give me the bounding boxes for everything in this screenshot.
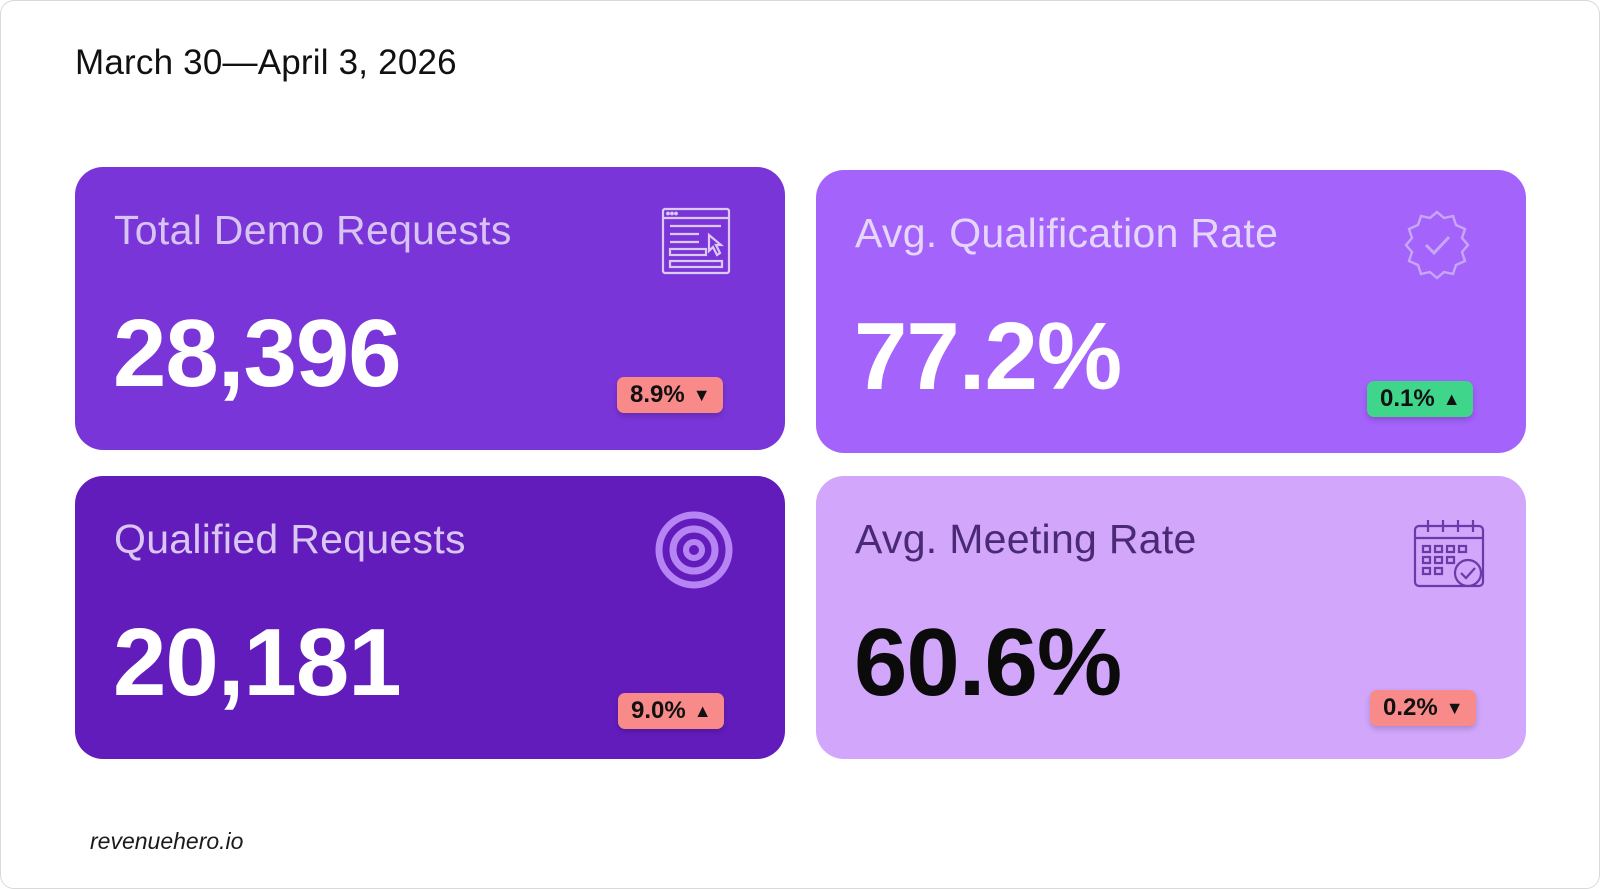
metric-card-avg-qualification-rate: Avg. Qualification Rate 77.2% 0.1% ▲ bbox=[816, 170, 1526, 453]
metric-label: Avg. Meeting Rate bbox=[855, 516, 1197, 562]
verified-badge-icon bbox=[1400, 208, 1474, 282]
change-badge: 8.9% ▼ bbox=[617, 377, 723, 413]
arrow-down-icon: ▼ bbox=[692, 385, 711, 405]
change-badge: 0.1% ▲ bbox=[1367, 381, 1473, 417]
metric-label: Total Demo Requests bbox=[114, 207, 512, 253]
metric-card-total-demo-requests: Total Demo Requests 28,396 8.9% ▼ bbox=[75, 167, 785, 450]
metric-card-qualified-requests: Qualified Requests 20,181 9.0% ▲ bbox=[75, 476, 785, 759]
metric-value: 28,396 bbox=[113, 300, 402, 407]
change-badge: 9.0% ▲ bbox=[618, 693, 724, 729]
metric-value: 77.2% bbox=[854, 303, 1122, 410]
change-value: 0.1% bbox=[1380, 385, 1435, 412]
brand-url: revenuehero.io bbox=[90, 828, 244, 854]
metric-label: Qualified Requests bbox=[114, 516, 466, 562]
date-range: March 30—April 3, 2026 bbox=[75, 43, 457, 82]
metric-value: 60.6% bbox=[854, 609, 1122, 716]
metric-value: 20,181 bbox=[113, 609, 402, 716]
calendar-check-icon bbox=[1412, 516, 1486, 590]
target-icon bbox=[654, 510, 734, 590]
arrow-up-icon: ▲ bbox=[693, 701, 712, 721]
change-value: 8.9% bbox=[630, 381, 685, 408]
arrow-up-icon: ▲ bbox=[1442, 389, 1461, 409]
change-value: 9.0% bbox=[631, 697, 686, 724]
arrow-down-icon: ▼ bbox=[1445, 698, 1464, 718]
metric-card-avg-meeting-rate: Avg. Meeting Rate 60.6% bbox=[816, 476, 1526, 759]
metric-label: Avg. Qualification Rate bbox=[855, 210, 1279, 256]
change-badge: 0.2% ▼ bbox=[1370, 690, 1476, 726]
change-value: 0.2% bbox=[1383, 694, 1438, 721]
form-cursor-icon bbox=[659, 205, 733, 279]
